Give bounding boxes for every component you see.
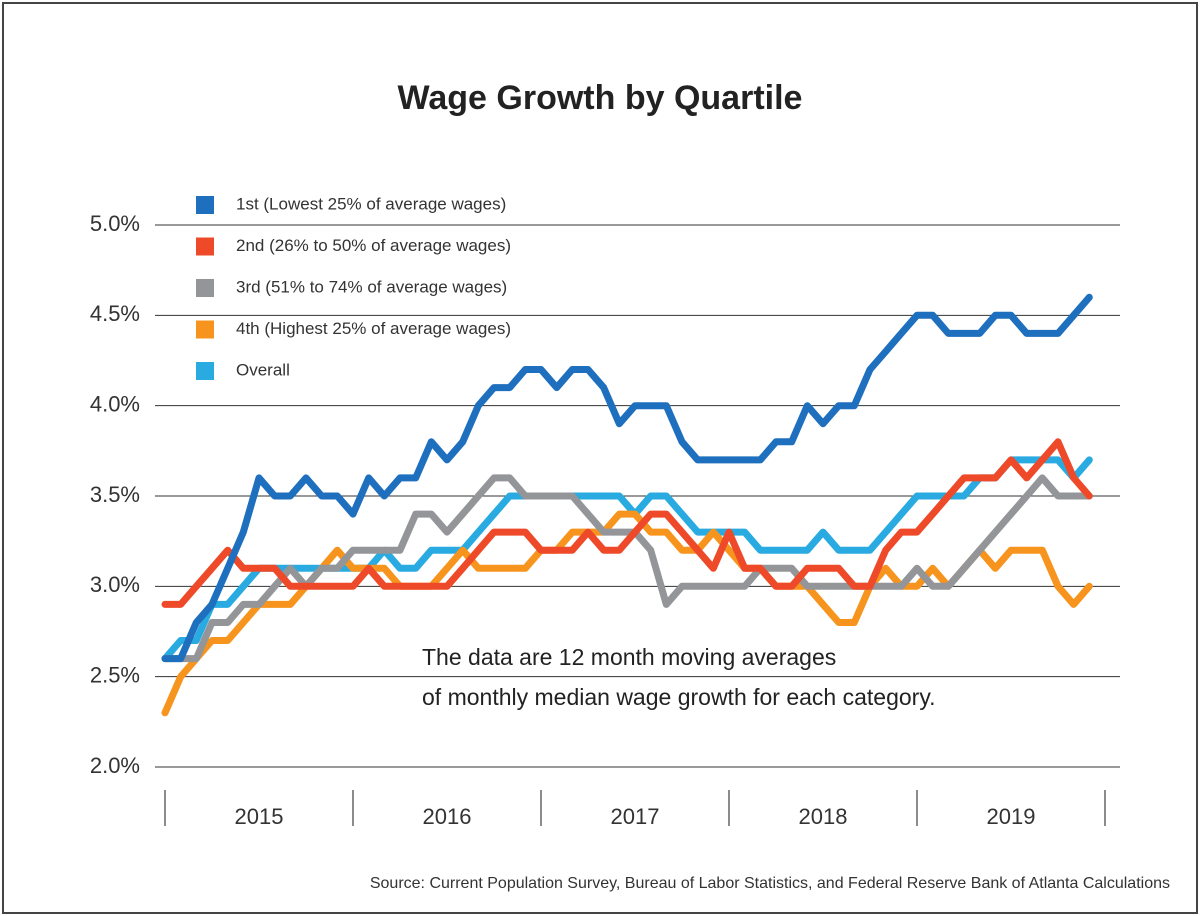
y-tick-label: 5.0%	[90, 211, 140, 236]
legend-label: Overall	[236, 360, 290, 379]
legend: 1st (Lowest 25% of average wages) 2nd (26…	[196, 194, 511, 380]
series-line	[161, 438, 1093, 608]
y-tick-label: 2.5%	[90, 662, 140, 687]
y-tick-label: 2.0%	[90, 753, 140, 778]
legend-swatch	[196, 237, 214, 256]
legend-swatch	[196, 196, 214, 214]
grid: 2.0% 2.5% 3.0% 3.5% 4.0% 4.5% 5.0% 2015 2016 2017…	[90, 211, 1120, 829]
x-tick-label: 2016	[423, 804, 472, 829]
x-tick-label: 2017	[611, 804, 660, 829]
legend-swatch	[196, 279, 214, 297]
series-line	[161, 474, 1093, 663]
legend-label: 3rd (51% to 74% of average wages)	[236, 277, 507, 296]
y-tick-label: 3.5%	[90, 482, 140, 507]
x-tick-label: 2018	[799, 804, 848, 829]
chart-title: Wage Growth by Quartile	[398, 79, 803, 117]
annotation: The data are 12 month moving averages	[422, 644, 836, 670]
plot	[161, 293, 1093, 717]
legend-swatch	[196, 362, 214, 380]
y-tick-label: 4.5%	[90, 301, 140, 326]
source-note: Source: Current Population Survey, Burea…	[370, 875, 1170, 892]
legend-swatch	[196, 320, 214, 339]
legend-label: 4th (Highest 25% of average wages)	[236, 319, 511, 338]
annotation: of monthly median wage growth for each c…	[422, 684, 936, 710]
series-line	[161, 293, 1093, 663]
x-tick-label: 2019	[987, 804, 1036, 829]
legend-label: 1st (Lowest 25% of average wages)	[236, 194, 506, 213]
x-tick-label: 2015	[235, 804, 284, 829]
legend-label: 2nd (26% to 50% of average wages)	[236, 236, 511, 255]
y-tick-label: 3.0%	[90, 572, 140, 597]
y-tick-label: 4.0%	[90, 391, 140, 416]
